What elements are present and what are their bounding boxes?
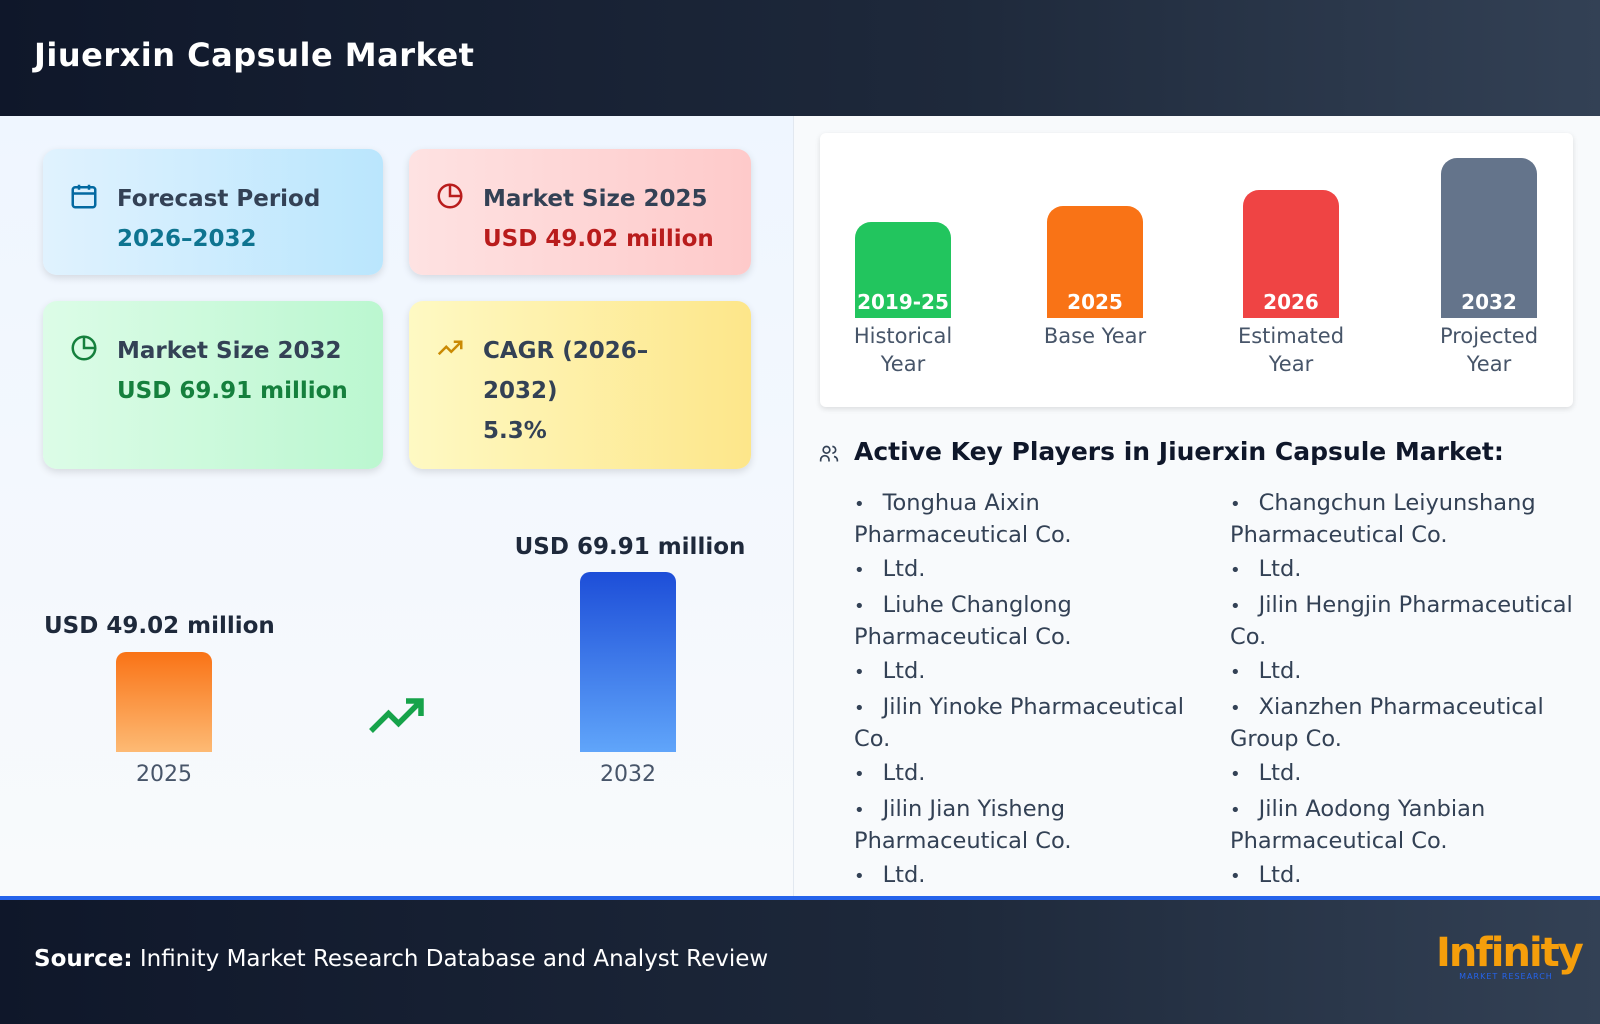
card-label: CAGR (2026–2032): [483, 338, 649, 404]
summary-panel: Forecast Period 2026–2032 Market Size 20…: [0, 116, 793, 896]
timeline-year: 2019-25: [857, 290, 949, 314]
player: Changchun Leiyunshang Pharmaceutical Co.: [1230, 488, 1582, 550]
bar: [116, 652, 212, 752]
card: Forecast Period 2026–2032: [43, 149, 383, 275]
player: Liuhe Changlong Pharmaceutical Co.: [854, 590, 1206, 652]
timeline-label: Historical Year: [853, 324, 953, 376]
title: Jiuerxin Capsule Market: [34, 36, 475, 74]
card-value: USD 69.91 million: [117, 378, 348, 404]
player: Ltd.: [1230, 758, 1582, 790]
card-label: Forecast Period: [117, 186, 321, 212]
timeline-bar: 2019-25: [855, 222, 951, 318]
players-title: Active Key Players in Jiuerxin Capsule M…: [854, 437, 1504, 466]
timeline-label: Base Year: [1043, 324, 1147, 348]
card-label: Market Size 2032: [117, 338, 342, 364]
source: Source: Infinity Market Research Databas…: [34, 946, 768, 972]
player: Jilin Yinoke Pharmaceutical Co.: [854, 692, 1206, 754]
player: Ltd.: [1230, 860, 1582, 892]
source-text: Infinity Market Research Database and An…: [139, 946, 769, 972]
trend-icon: [437, 340, 463, 356]
timeline-year: 2025: [1067, 290, 1123, 314]
players-list: Tonghua Aixin Pharmaceutical Co. Ltd. Liuh…: [854, 488, 1582, 998]
player: Ltd.: [854, 860, 1206, 892]
card-value: USD 49.02 million: [483, 226, 714, 252]
player: Jilin Hengjin Pharmaceutical Co.: [1230, 590, 1582, 652]
card-label: Market Size 2025: [483, 186, 708, 212]
player: Ltd.: [854, 656, 1206, 688]
pie-icon: [437, 183, 463, 209]
pie-icon: [71, 335, 97, 361]
player: Jilin Jian Yisheng Pharmaceutical Co.: [854, 794, 1206, 856]
timeline-label: Estimated Year: [1237, 324, 1345, 376]
logo: Infinity MARKET RESEARCH: [1436, 930, 1584, 981]
timeline-year: 2026: [1263, 290, 1319, 314]
card: Market Size 2032 USD 69.91 million: [43, 301, 383, 469]
timeline-bar: 2026: [1243, 190, 1339, 318]
player: Ltd.: [854, 758, 1206, 790]
player: Ltd.: [854, 554, 1206, 586]
card-value: 2026–2032: [117, 226, 257, 252]
bar: [580, 572, 676, 752]
timeline-bar: 2032: [1441, 158, 1537, 318]
bar-label: USD 69.91 million: [514, 534, 746, 560]
bar-year: 2025: [136, 762, 192, 787]
player: Xianzhen Pharmaceutical Group Co.: [1230, 692, 1582, 754]
player: Tonghua Aixin Pharmaceutical Co.: [854, 488, 1206, 550]
bar-year: 2032: [600, 762, 656, 787]
growth-arrow: [369, 698, 424, 733]
people-icon: [819, 445, 839, 462]
timeline-label: Projected Year: [1439, 324, 1539, 376]
card: Market Size 2025 USD 49.02 million: [409, 149, 751, 275]
logo-sub: MARKET RESEARCH: [1459, 972, 1553, 981]
bar-label: USD 49.02 million: [44, 613, 275, 639]
source-label: Source:: [34, 946, 133, 972]
logo-text: Infinity: [1436, 930, 1584, 976]
details-panel: 2019-25 Historical Year 2025 Base Year 2026 E…: [793, 116, 1600, 896]
player: Ltd.: [1230, 554, 1582, 586]
header: Jiuerxin Capsule Market: [0, 0, 1600, 116]
footer: Source: Infinity Market Research Databas…: [0, 896, 1600, 1024]
player: Jilin Aodong Yanbian Pharmaceutical Co.: [1230, 794, 1582, 856]
calendar-icon: [71, 184, 97, 209]
card-value: 5.3%: [483, 418, 547, 444]
card: CAGR (2026–2032) 5.3%: [409, 301, 751, 469]
timeline: 2019-25 Historical Year 2025 Base Year 2026 E…: [820, 133, 1573, 407]
timeline-bar: 2025: [1047, 206, 1143, 318]
player: Ltd.: [1230, 656, 1582, 688]
timeline-year: 2032: [1461, 290, 1517, 314]
